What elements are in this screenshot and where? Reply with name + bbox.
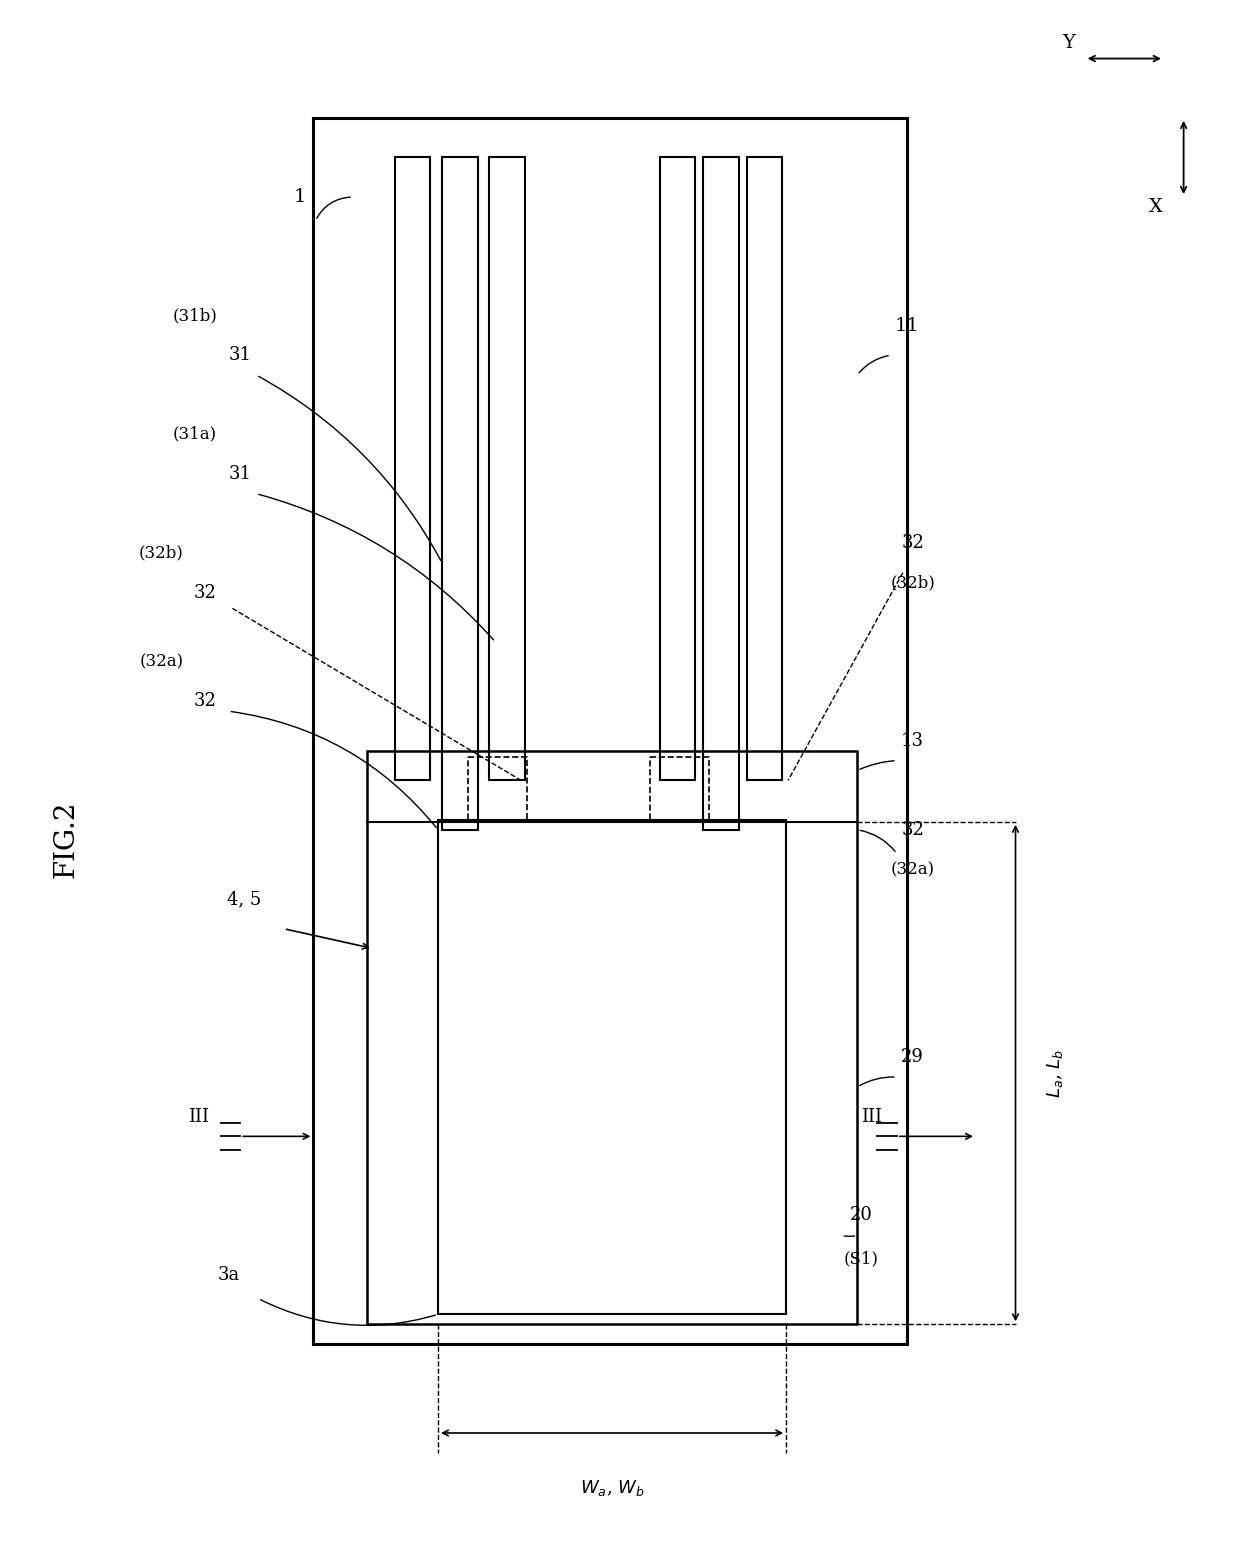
Bar <box>438 820 786 1314</box>
Text: Y: Y <box>1063 34 1075 52</box>
Text: 32: 32 <box>901 535 924 552</box>
Text: 1: 1 <box>294 188 306 206</box>
Text: 3a: 3a <box>217 1265 239 1284</box>
Bar <box>490 157 525 780</box>
Text: 31: 31 <box>229 465 252 482</box>
Bar <box>314 119 906 1344</box>
Text: 32: 32 <box>193 584 216 601</box>
Bar <box>467 757 527 821</box>
Text: III: III <box>861 1108 882 1125</box>
Text: 32: 32 <box>901 821 924 838</box>
Text: FIG.2: FIG.2 <box>53 801 79 878</box>
Text: (32b): (32b) <box>890 575 935 592</box>
Text: 4, 5: 4, 5 <box>227 891 262 908</box>
Bar <box>746 157 782 780</box>
Text: (S1): (S1) <box>843 1250 879 1267</box>
Bar <box>367 750 857 1324</box>
Text: 32: 32 <box>193 692 216 710</box>
Bar <box>650 757 709 821</box>
Text: 20: 20 <box>849 1207 873 1225</box>
Text: $L_a$, $L_b$: $L_a$, $L_b$ <box>1045 1048 1065 1097</box>
Text: (32b): (32b) <box>139 544 184 561</box>
Text: 11: 11 <box>894 316 919 334</box>
Text: 31: 31 <box>229 347 252 364</box>
Bar <box>394 157 430 780</box>
Text: III: III <box>188 1108 210 1125</box>
Text: (31a): (31a) <box>172 425 217 442</box>
Text: (31b): (31b) <box>172 307 217 324</box>
Bar <box>660 157 696 780</box>
Text: 13: 13 <box>901 732 924 750</box>
Bar <box>441 157 477 829</box>
Text: $W_a$, $W_b$: $W_a$, $W_b$ <box>580 1478 645 1498</box>
Text: 29: 29 <box>901 1048 924 1066</box>
Bar <box>703 157 739 829</box>
Text: X: X <box>1149 197 1163 216</box>
Text: (32a): (32a) <box>139 653 184 670</box>
Text: (32a): (32a) <box>890 861 935 878</box>
